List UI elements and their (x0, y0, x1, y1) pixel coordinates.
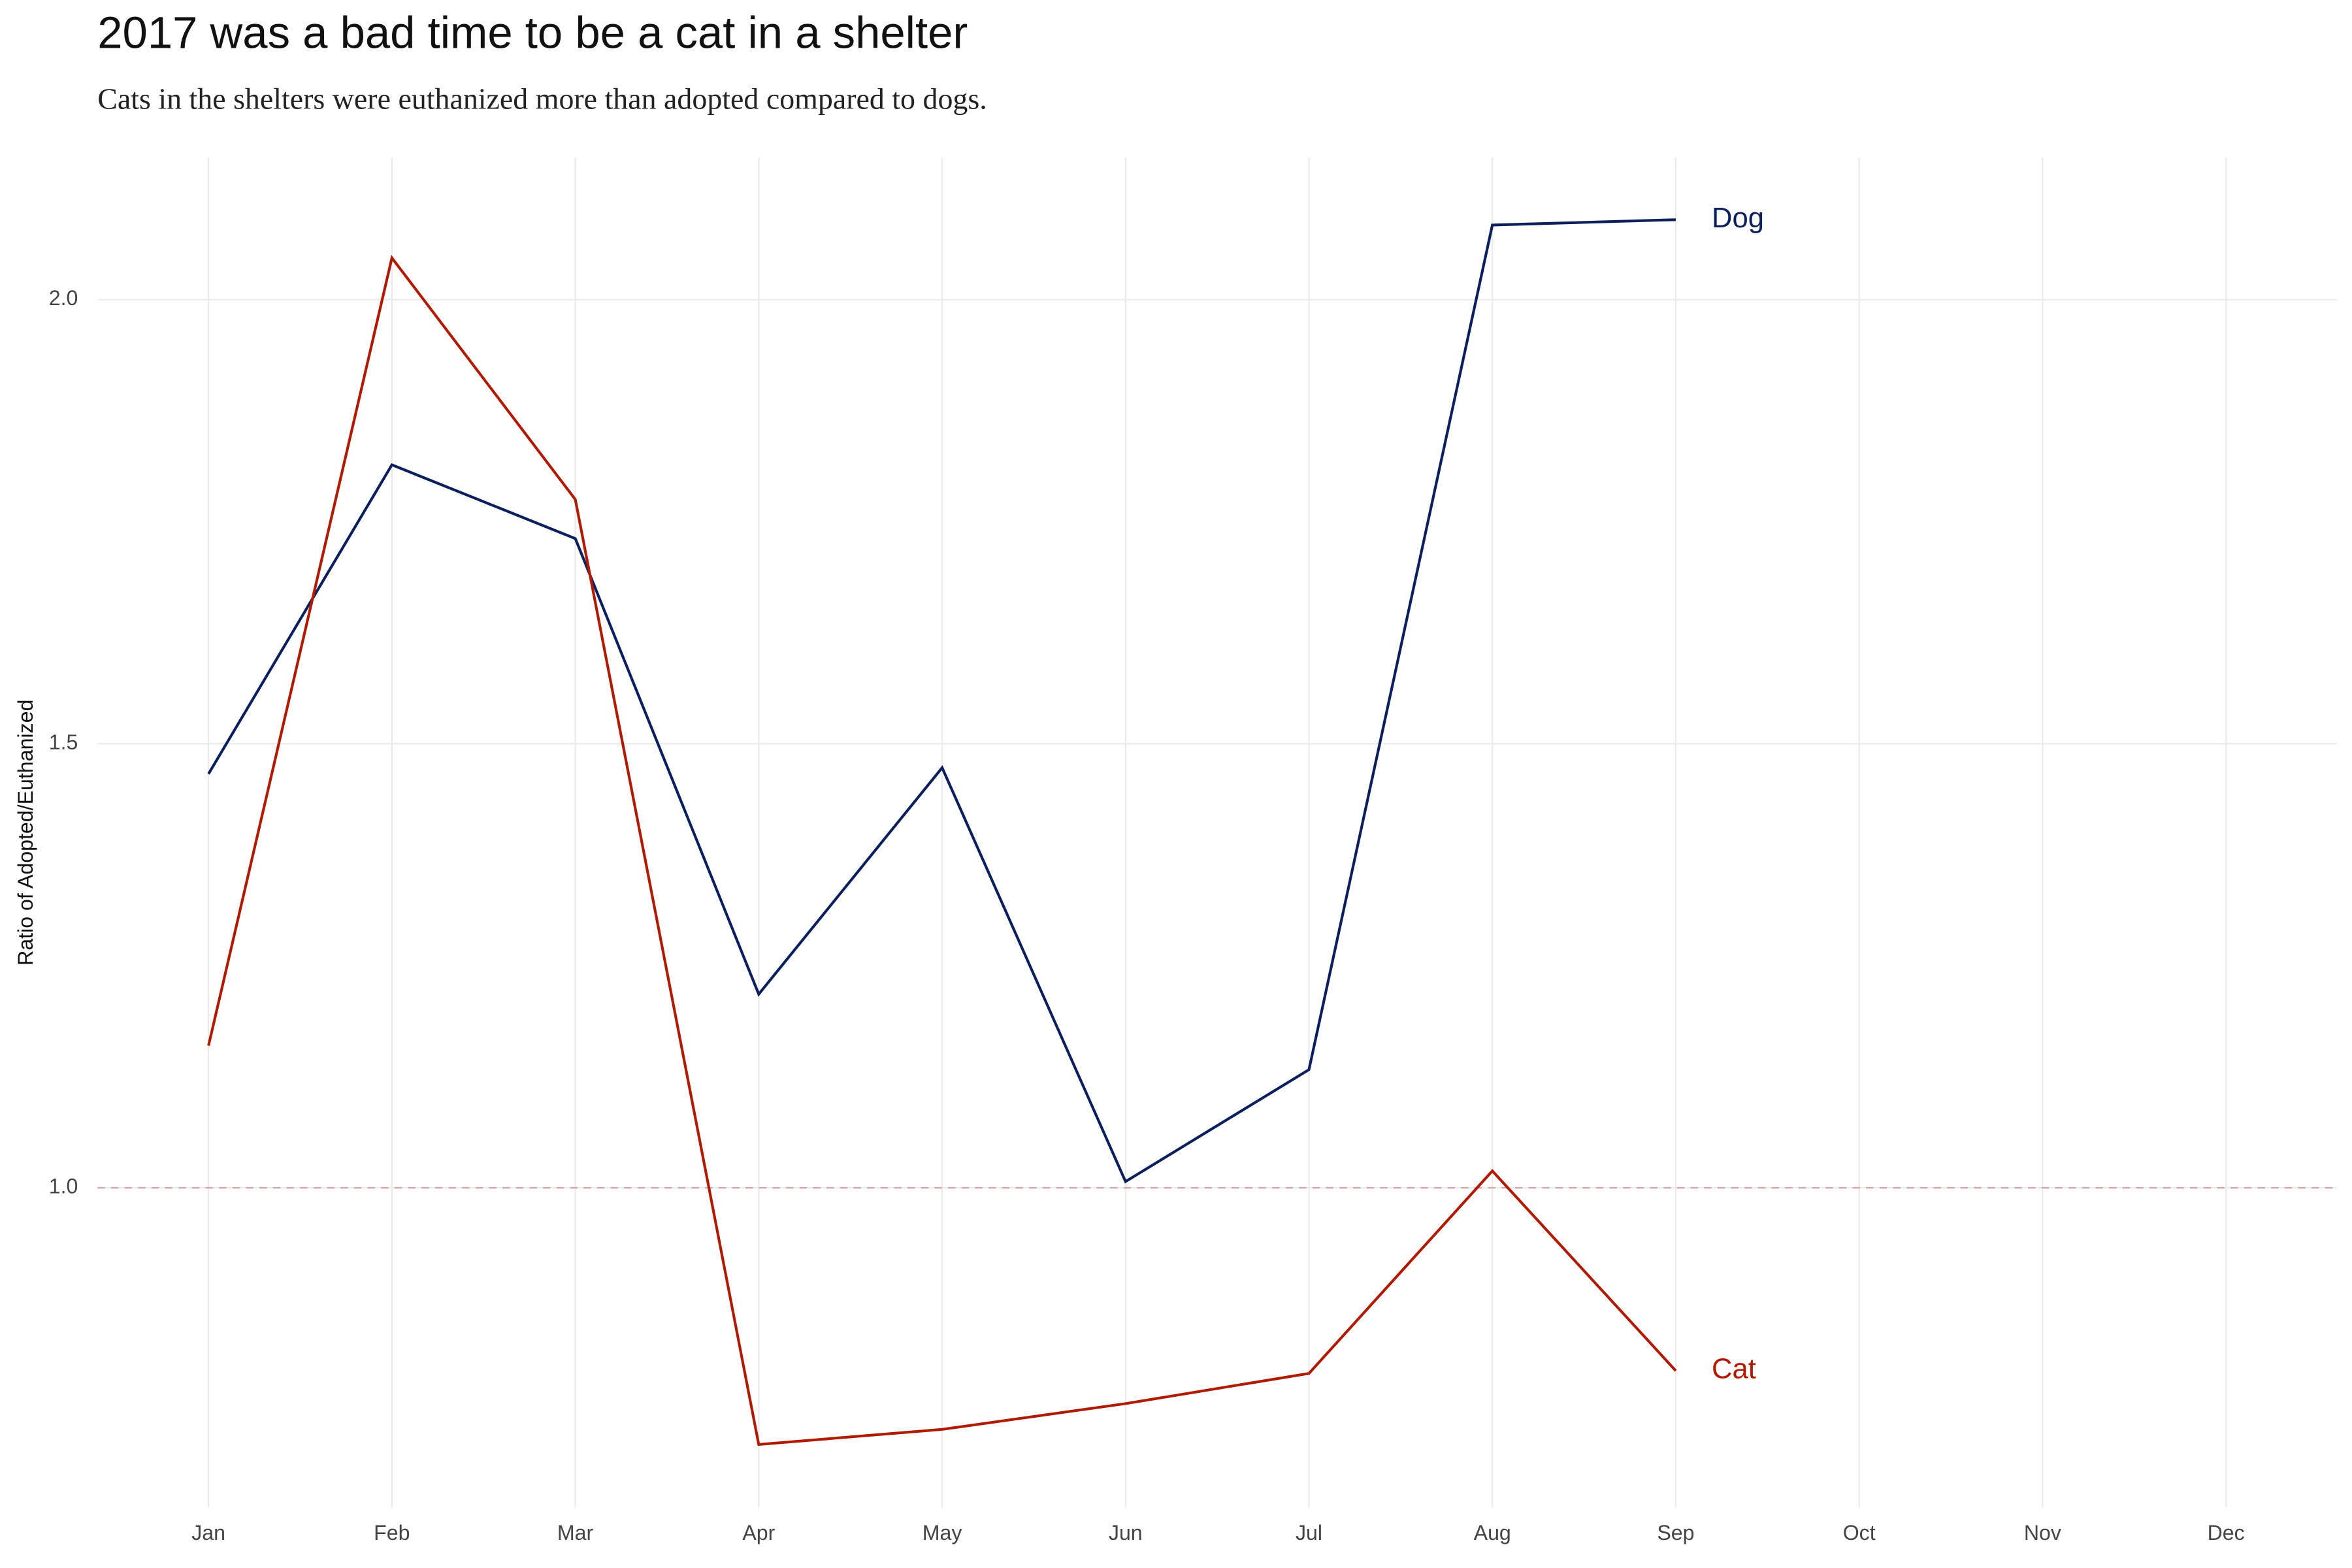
x-tick-label: Jun (1109, 1521, 1143, 1544)
x-tick-label: Mar (557, 1521, 594, 1544)
x-tick-label: Jul (1296, 1521, 1322, 1544)
series-label: Dog (1712, 203, 1764, 234)
x-tick-label: Dec (2208, 1521, 2245, 1544)
x-tick-label: Aug (1474, 1521, 1511, 1544)
series-label: Cat (1712, 1354, 1756, 1385)
chart-title: 2017 was a bad time to be a cat in a she… (97, 7, 968, 57)
y-axis-label: Ratio of Adopted/Euthanized (14, 700, 37, 966)
series-line (207, 218, 1676, 1184)
x-tick-label: May (923, 1521, 962, 1544)
x-tick-label: Jan (191, 1521, 225, 1544)
y-tick-label: 2.0 (49, 286, 78, 310)
x-tick-label: Oct (1843, 1521, 1876, 1544)
y-tick-label: 1.0 (49, 1175, 78, 1198)
x-tick-label: Feb (374, 1521, 410, 1544)
y-tick-label: 1.5 (49, 730, 78, 754)
chart-subtitle: Cats in the shelters were euthanized mor… (97, 82, 987, 116)
x-tick-label: Sep (1657, 1521, 1694, 1544)
series-line (207, 254, 1677, 1446)
x-tick-label: Apr (742, 1521, 775, 1544)
x-tick-label: Nov (2024, 1521, 2061, 1544)
